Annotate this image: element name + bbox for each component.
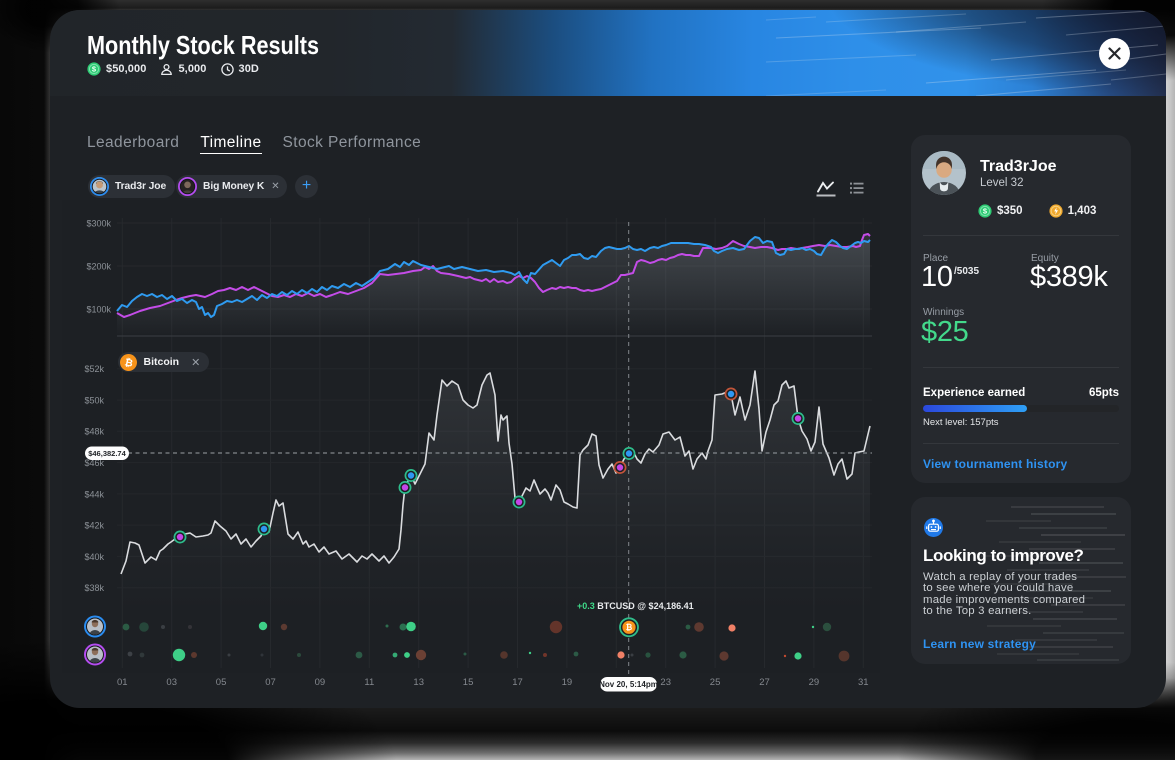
svg-text:$: $ [92,65,97,74]
svg-text:Monthly Stock Results: Monthly Stock Results [87,32,319,60]
svg-text:$: $ [983,207,988,216]
